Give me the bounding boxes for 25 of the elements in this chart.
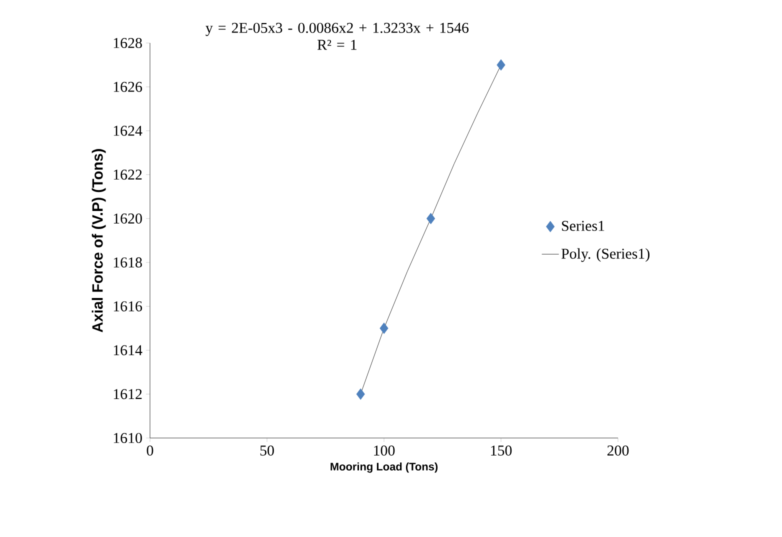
y-tick-label: 1622 xyxy=(114,170,142,180)
y-tick-label: 1626 xyxy=(114,82,142,92)
x-tick-label: 50 xyxy=(260,446,274,456)
text: y = 2E-05x3 - 0.0086x2 + 1.3233x + 1546 xyxy=(206,22,469,36)
point xyxy=(380,322,388,334)
x-tick-label: 150 xyxy=(491,446,512,456)
x-axis-title: Mooring Load (Tons) xyxy=(330,462,438,473)
y-tick-label: 1610 xyxy=(114,432,142,444)
y-axis-title: Axial Force of (V.P) (Tons) xyxy=(92,149,106,332)
y-tick-label: 1620 xyxy=(114,214,142,224)
y-tick-label: 1624 xyxy=(114,126,142,136)
y-tick-label: 1616 xyxy=(114,301,142,312)
annotation: R² = 1 xyxy=(317,40,356,50)
legend-label: Series1 xyxy=(562,220,604,231)
y-tick-label: 1618 xyxy=(114,257,142,268)
x-tick-label: 200 xyxy=(607,446,629,456)
x-tick-label: 100 xyxy=(374,446,395,456)
y-tick-label: 1614 xyxy=(114,345,142,356)
point xyxy=(496,59,506,71)
y-tick-label: 1612 xyxy=(114,389,142,400)
y-tick-label: 1628 xyxy=(114,38,142,48)
legend-label: Poly. (Series1) xyxy=(561,248,650,262)
x-tick-label: 0 xyxy=(146,446,154,456)
point xyxy=(356,388,365,400)
point xyxy=(426,212,436,224)
